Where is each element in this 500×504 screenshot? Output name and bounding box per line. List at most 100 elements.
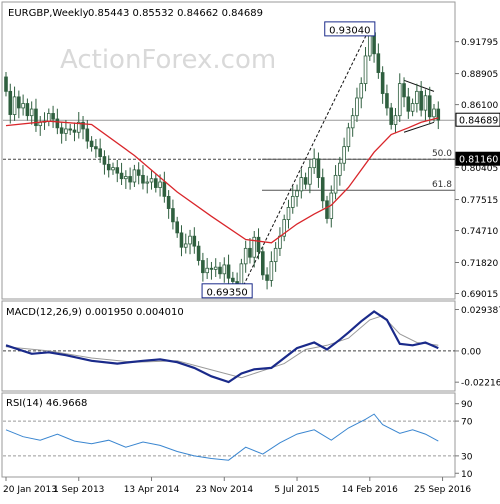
- candle-body: [115, 167, 120, 174]
- candle-body: [76, 121, 81, 133]
- candle-body: [243, 247, 248, 265]
- candle-body: [68, 128, 73, 131]
- symbol-label: EURGBP,Weekly: [8, 8, 89, 19]
- price-tick-label: 0.74710: [461, 227, 498, 237]
- candle-body: [213, 266, 218, 270]
- candle-body: [8, 90, 13, 115]
- rsi-line: [5, 413, 439, 461]
- candle-body: [72, 129, 77, 133]
- time-tick-label: 14 Feb 2016: [342, 485, 398, 495]
- candle-body: [338, 162, 342, 176]
- candle-body: [179, 232, 184, 248]
- price-tick-label: 0.86100: [461, 101, 498, 111]
- candle-body: [406, 96, 411, 112]
- trough-label-box: [201, 283, 253, 299]
- peak-label-text: 0.93040: [329, 25, 370, 36]
- rsi-panel: [1, 392, 456, 478]
- candle-body: [239, 263, 244, 287]
- support-level-tag-box: [455, 151, 500, 166]
- rsi-tick-label: 30: [461, 452, 473, 462]
- time-tick-label: 13 Apr 2014: [124, 485, 180, 495]
- time-tick-label: 25 Sep 2016: [414, 485, 471, 495]
- candlesticks: [4, 25, 441, 294]
- trendlines: [240, 27, 435, 291]
- candle-body: [350, 115, 355, 129]
- peak-label: 0.93040: [324, 21, 376, 37]
- macd-axis: 0.029387 0.00 -0.022161: [455, 306, 500, 389]
- support-level-tag: 0.81160: [455, 151, 500, 166]
- candle-body: [333, 174, 338, 194]
- time-tick-label: 20 Jan 2013: [3, 485, 57, 495]
- candle-body: [269, 261, 274, 281]
- candle-body: [34, 108, 38, 127]
- candle-body: [231, 277, 235, 282]
- candle-body: [25, 103, 30, 117]
- candle-body: [265, 274, 269, 281]
- peak-label-box: [324, 21, 376, 37]
- time-tick-label: 5 Jul 2015: [274, 485, 319, 495]
- price-tick-label: 0.71820: [461, 259, 498, 269]
- candle-body: [128, 176, 132, 183]
- trough-label-text: 0.69350: [206, 287, 247, 298]
- time-tick-label: 23 Nov 2014: [195, 485, 253, 495]
- candle-body: [295, 190, 299, 197]
- trough-label: 0.69350: [201, 283, 253, 299]
- candle-body: [303, 177, 308, 185]
- macd-tick-label: 0.029387: [461, 306, 500, 316]
- candle-body: [149, 178, 154, 183]
- candle-body: [111, 167, 115, 171]
- candle-body: [402, 83, 406, 98]
- candle-body: [94, 146, 98, 150]
- candle-body: [419, 90, 423, 111]
- candle-body: [393, 115, 398, 125]
- candle-body: [380, 72, 385, 94]
- candle-body: [290, 195, 295, 208]
- candle-body: [205, 267, 209, 274]
- candle-body: [355, 97, 359, 117]
- candle-body: [51, 113, 55, 120]
- trendline: [240, 27, 371, 291]
- candle-body: [385, 93, 389, 109]
- candle-body: [427, 95, 432, 118]
- macd-line: [5, 310, 439, 384]
- candle-body: [162, 181, 167, 197]
- current-price-tag-text: 0.84689: [459, 116, 498, 127]
- macd-tick-label: -0.022161: [461, 379, 500, 389]
- price-axis: 0.91795 0.88905 0.86100 0.80405 0.77515 0.747…: [201, 21, 500, 300]
- candle-body: [282, 219, 286, 237]
- candle-body: [209, 267, 214, 270]
- candle-body: [432, 108, 436, 118]
- candle-body: [397, 83, 402, 117]
- candle-body: [81, 121, 85, 130]
- candle-body: [171, 208, 175, 223]
- rsi-tick-label: 70: [461, 418, 473, 428]
- candle-body: [106, 163, 111, 171]
- candle-body: [12, 96, 17, 115]
- candle-body: [320, 177, 325, 202]
- candle-body: [248, 247, 252, 258]
- price-tick-label: 0.69015: [461, 290, 498, 300]
- rsi-tick-label: 90: [461, 400, 473, 410]
- watermark: ActionForex.com: [60, 45, 276, 75]
- trendline: [403, 121, 435, 133]
- time-tick-label: 1 Sep 2013: [53, 485, 104, 495]
- candle-body: [59, 127, 64, 134]
- moving-average-line: [5, 117, 439, 244]
- candle-body: [153, 178, 158, 188]
- candle-body: [256, 236, 261, 253]
- candle-body: [188, 235, 192, 245]
- candle-body: [175, 221, 180, 234]
- candle-body: [47, 113, 51, 122]
- candle-body: [346, 127, 351, 148]
- candle-body: [226, 264, 231, 279]
- candle-body: [64, 128, 68, 134]
- rsi-plot: [3, 413, 455, 461]
- candle-body: [308, 167, 312, 185]
- ohlc-readout: 0.85443 0.85532 0.84662 0.84689: [88, 8, 263, 19]
- price-tick-label: 0.80405: [461, 164, 498, 174]
- candle-body: [423, 95, 428, 111]
- candle-body: [316, 158, 321, 178]
- candle-body: [102, 156, 107, 165]
